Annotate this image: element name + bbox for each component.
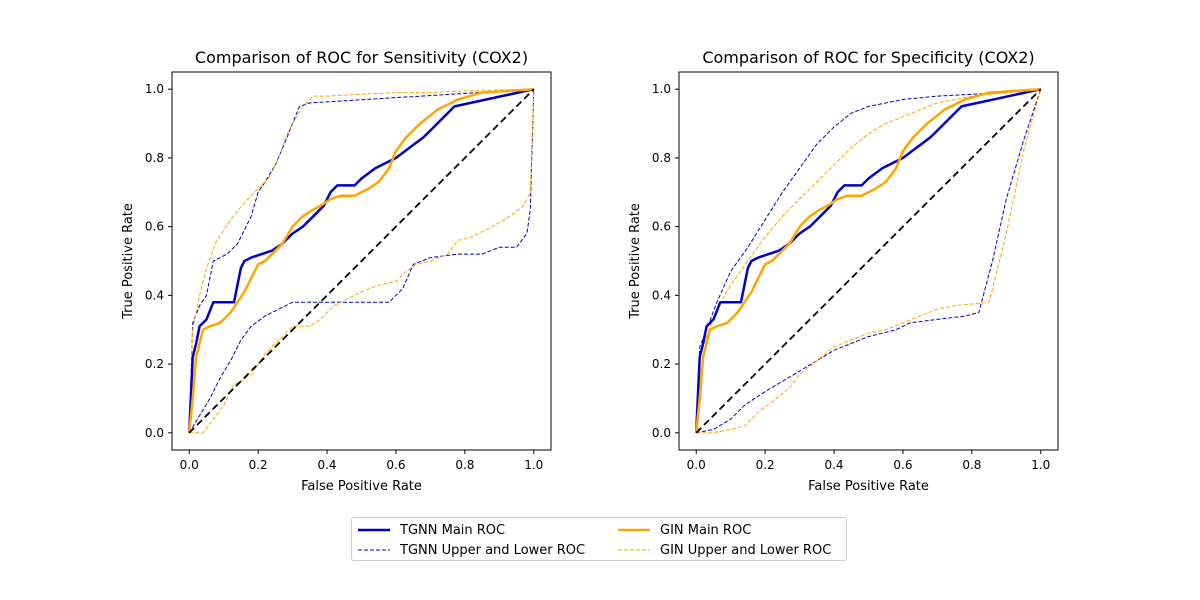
y-tick-label: 1.0 (652, 82, 671, 96)
x-axis-label: False Positive Rate (808, 479, 929, 494)
series-line-tgnn-upper (188, 88, 534, 433)
legend-swatch-tgnn-main (358, 528, 390, 532)
legend-label-gin-main: GIN Main ROC (660, 522, 752, 538)
legend-swatch-tgnn-bounds (358, 549, 390, 551)
y-tick-label: 1.0 (145, 82, 164, 96)
y-tick-label: 0.4 (145, 288, 164, 302)
x-tick-label: 0.4 (317, 458, 336, 472)
legend-swatch-gin-bounds (618, 549, 650, 551)
y-tick-label: 0.0 (145, 426, 164, 440)
legend-item-tgnn-bounds: TGNN Upper and Lower ROC (358, 540, 585, 560)
x-tick-label: 0.0 (687, 458, 706, 472)
legend-swatch-gin-main (618, 528, 650, 532)
x-tick-label: 1.0 (524, 458, 543, 472)
specificity-roc-panel: 0.0 0.2 0.4 0.6 0.8 1.0 0.0 0.2 0.4 0.6 0.8 1.0 Comp… (628, 48, 1059, 494)
chart-title: Comparison of ROC for Sensitivity (COX2) (195, 48, 528, 67)
x-tick-label: 0.4 (824, 458, 843, 472)
series-line-tgnn-lower (696, 89, 1042, 434)
series-line-tgnn-main (187, 87, 535, 433)
y-axis-label: True Positive Rate (121, 203, 136, 320)
y-axis-label: True Positive Rate (628, 203, 643, 320)
series-line-gin-main (694, 87, 1041, 433)
y-tick-label: 0.6 (652, 220, 671, 234)
series-line-chance (695, 88, 1042, 434)
y-tick-label: 0.4 (652, 288, 671, 302)
series-line-chance (188, 88, 535, 434)
series-line-gin-main (187, 87, 534, 433)
roc-figure-svg: 0.0 0.2 0.4 0.6 0.8 1.0 0.0 0.2 0.4 0.6 0.8 1.0 Comp… (121, 48, 1059, 494)
legend-label-tgnn-bounds: TGNN Upper and Lower ROC (400, 542, 586, 558)
plot-frame (678, 71, 1059, 451)
legend-item-gin-bounds: GIN Upper and Lower ROC (618, 540, 831, 560)
y-tick-label: 0.2 (652, 357, 671, 371)
legend-label-gin-bounds: GIN Upper and Lower ROC (660, 542, 832, 558)
x-tick-label: 0.8 (962, 458, 981, 472)
sensitivity-roc-panel: 0.0 0.2 0.4 0.6 0.8 1.0 0.0 0.2 0.4 0.6 0.8 1.0 Comp… (121, 48, 552, 494)
series-line-gin-upper (188, 88, 534, 433)
legend: TGNN Main ROC TGNN Upper and Lower ROC G… (351, 517, 847, 561)
x-tick-label: 0.8 (455, 458, 474, 472)
series-line-gin-upper (695, 88, 1041, 433)
series-line-tgnn-lower (188, 89, 535, 434)
x-tick-label: 0.6 (893, 458, 912, 472)
series-line-tgnn-main (694, 87, 1042, 433)
series-line-gin-lower (189, 89, 535, 434)
x-axis-label: False Positive Rate (301, 479, 422, 494)
chart-title: Comparison of ROC for Specificity (COX2) (702, 48, 1034, 67)
series-line-tgnn-upper (695, 88, 1041, 433)
legend-label-tgnn-main: TGNN Main ROC (400, 522, 506, 538)
x-tick-label: 0.2 (249, 458, 268, 472)
y-tick-label: 0.8 (652, 151, 671, 165)
x-tick-label: 0.0 (180, 458, 199, 472)
y-tick-label: 0.6 (145, 220, 164, 234)
y-tick-label: 0.2 (145, 357, 164, 371)
y-tick-label: 0.0 (652, 426, 671, 440)
x-tick-label: 0.2 (756, 458, 775, 472)
legend-item-tgnn-main: TGNN Main ROC (358, 520, 505, 540)
x-tick-label: 1.0 (1031, 458, 1050, 472)
plot-frame (171, 71, 552, 451)
y-tick-label: 0.8 (145, 151, 164, 165)
x-tick-label: 0.6 (386, 458, 405, 472)
legend-item-gin-main: GIN Main ROC (618, 520, 751, 540)
